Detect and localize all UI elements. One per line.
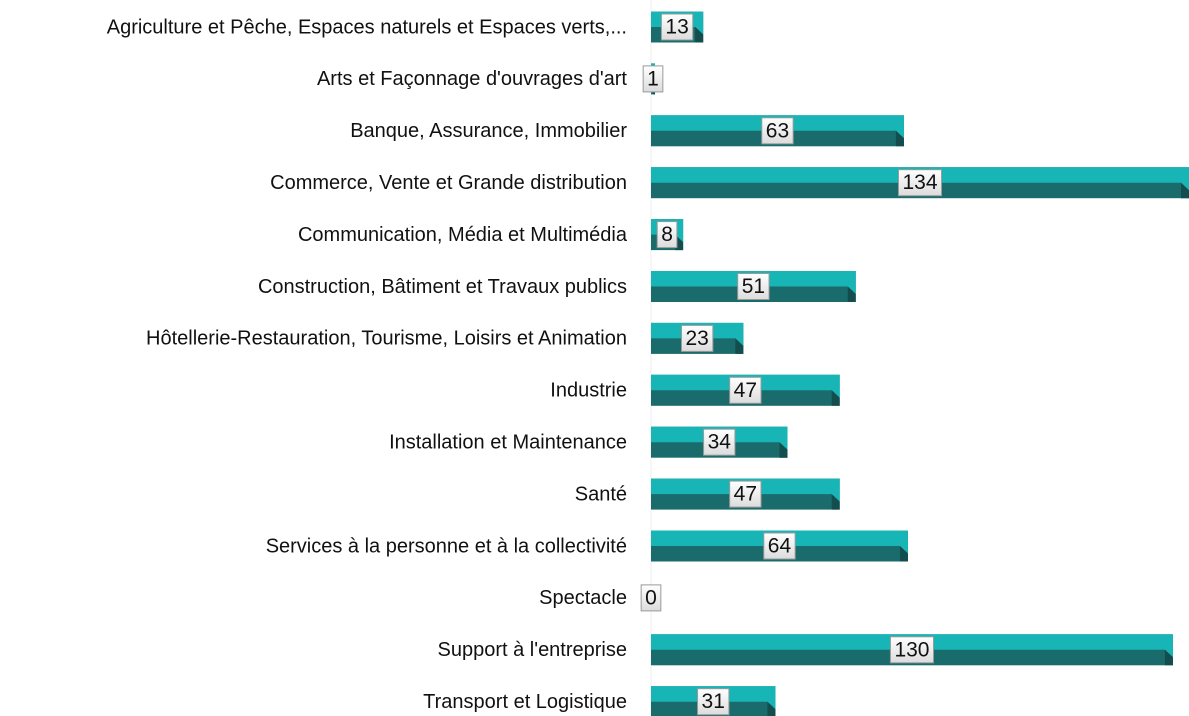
category-label: Communication, Média et Multimédia [298,224,628,246]
bar-bevel [779,442,788,458]
bar-bevel [831,494,840,510]
category-label: Support à l'entreprise [438,639,627,661]
category-label: Hôtellerie-Restauration, Tourisme, Loisi… [146,328,627,350]
bar-bevel [767,701,776,716]
value-label: 23 [685,327,708,350]
category-label: Construction, Bâtiment et Travaux public… [258,276,627,298]
value-label-box [889,636,934,664]
bar-bevel [847,286,856,302]
value-label: 51 [742,275,765,298]
value-label-box [737,273,770,300]
value-label: 8 [661,223,673,246]
category-label: Banque, Assurance, Immobilier [350,120,627,142]
value-label-box [729,376,762,404]
category-label: Commerce, Vente et Grande distribution [270,172,627,194]
value-label: 31 [702,690,725,713]
bar-bevel [899,546,908,562]
value-label: 13 [665,16,688,39]
value-label: 47 [734,483,757,506]
value-label: 134 [902,171,937,194]
value-label: 47 [734,379,757,402]
value-label-box [697,688,730,716]
value-label-box [640,584,662,612]
value-label-box [761,117,794,145]
category-label: Services à la personne et à la collectiv… [266,535,627,557]
category-label: Spectacle [539,587,627,609]
category-label: Installation et Maintenance [389,431,627,453]
bar-bevel [695,27,704,43]
value-label-box [660,13,694,41]
bar-bevel [831,390,840,406]
value-label: 64 [768,535,792,558]
value-label-box [680,324,714,352]
bar-bevel [895,130,904,147]
category-label: Santé [575,483,627,505]
value-label-box [642,65,664,93]
value-label-box [703,428,736,456]
value-label: 34 [708,431,732,454]
value-label-box [763,532,796,560]
value-label-box [729,480,762,508]
value-label: 130 [894,638,929,661]
category-label: Transport et Logistique [423,691,627,713]
category-label: Agriculture et Pêche, Espaces naturels e… [107,16,627,38]
value-label: 1 [647,67,659,90]
value-label-box [897,169,943,197]
value-label: 63 [766,119,789,142]
category-label: Arts et Façonnage d'ouvrages d'art [317,68,627,90]
bar-bevel [1181,182,1189,199]
bar-bevel [1164,649,1173,666]
bar-bevel [735,338,744,354]
value-label-box [656,221,678,249]
value-label: 0 [645,586,657,609]
category-label: Industrie [550,380,627,402]
